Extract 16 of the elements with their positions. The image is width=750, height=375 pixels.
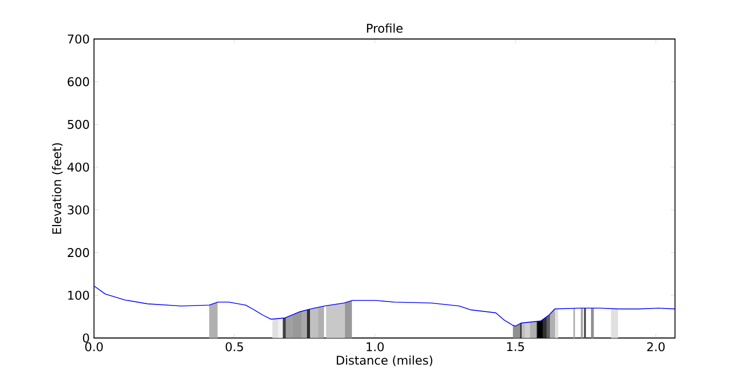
y-tick-label: 300 — [68, 205, 89, 214]
chart-title: Profile — [367, 24, 403, 33]
y-axis-title: Elevation (feet) — [52, 143, 63, 234]
y-tick-label: 600 — [68, 77, 89, 86]
y-tick-label: 500 — [68, 120, 89, 129]
x-tick-label: 1.5 — [507, 342, 524, 352]
y-tick-label: 200 — [68, 248, 89, 258]
x-tick-label: 2.0 — [647, 342, 665, 352]
x-tick-label: 0.0 — [85, 342, 103, 352]
y-tick-label: 700 — [68, 34, 89, 44]
y-tick-label: 100 — [68, 290, 89, 300]
x-tick-label: 1.0 — [366, 342, 384, 352]
y-tick-label: 0 — [82, 333, 90, 343]
x-axis-title: Distance (miles) — [336, 355, 432, 366]
y-tick-label: 400 — [67, 162, 89, 172]
x-tick-label: 0.5 — [226, 342, 243, 352]
